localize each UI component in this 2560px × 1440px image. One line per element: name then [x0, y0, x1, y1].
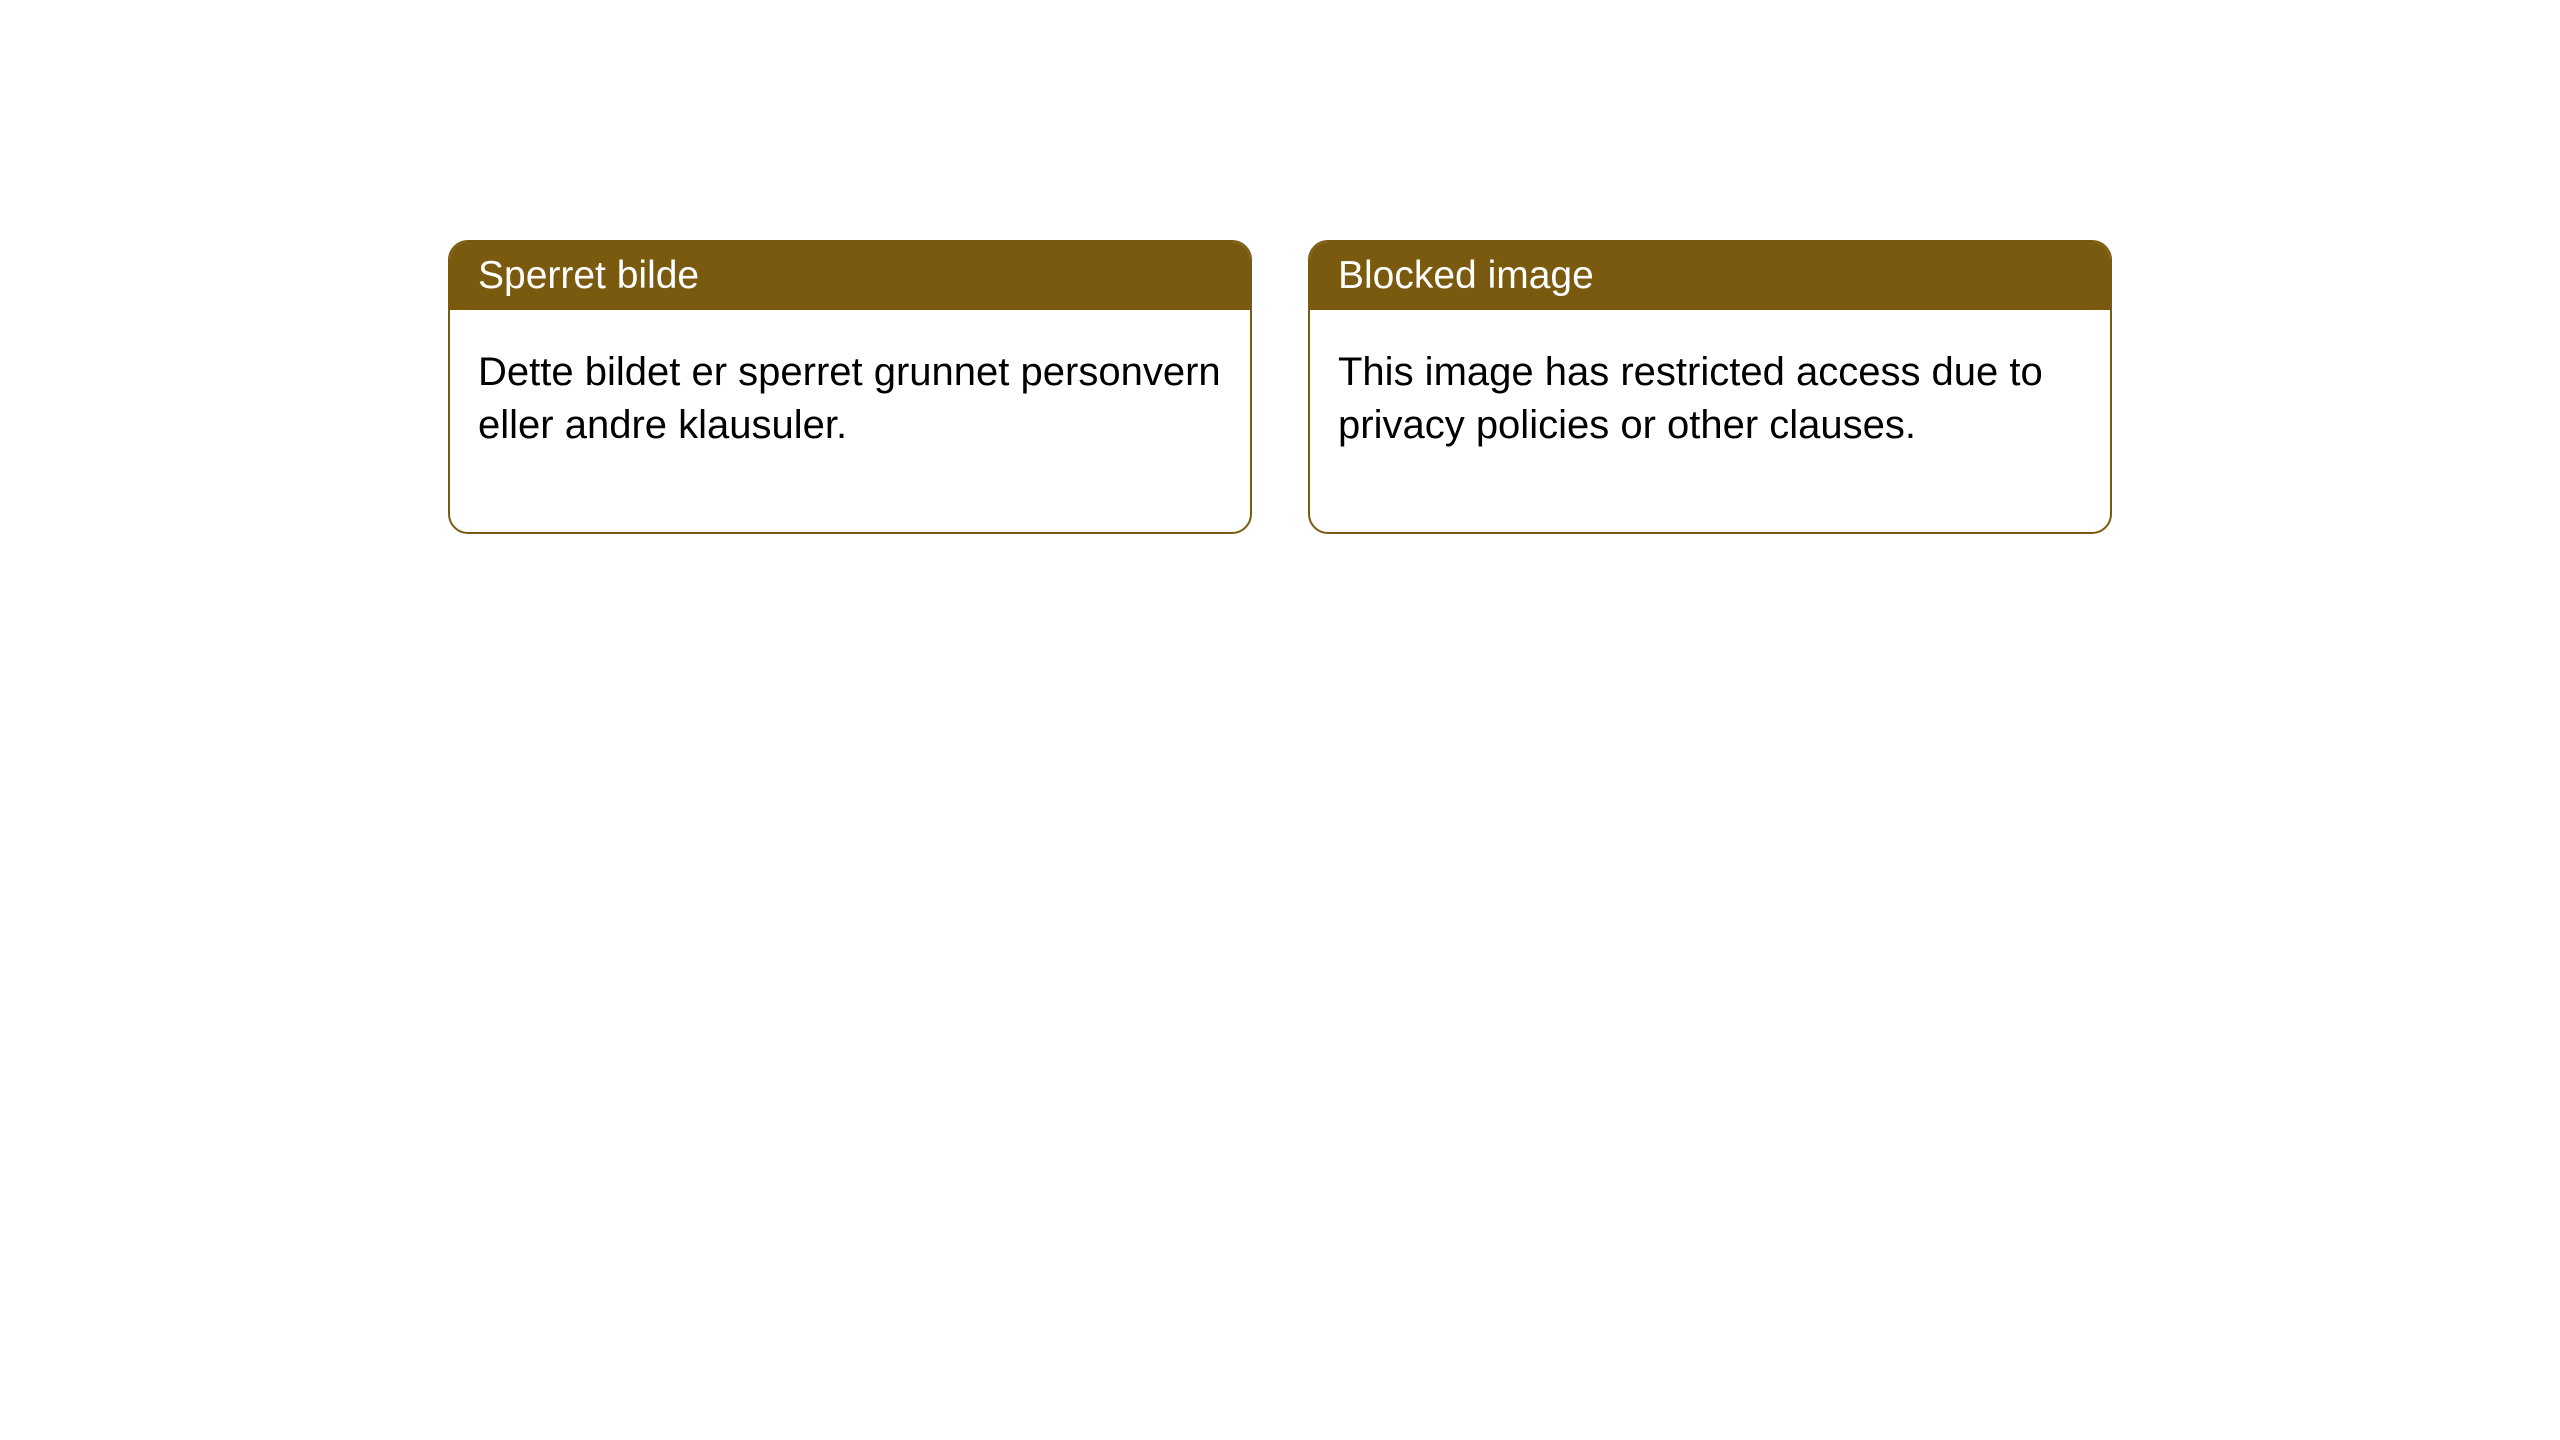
- notice-card-body: This image has restricted access due to …: [1310, 310, 2110, 532]
- notice-card-title: Sperret bilde: [450, 242, 1250, 310]
- notice-card-en: Blocked image This image has restricted …: [1308, 240, 2112, 534]
- notice-container: Sperret bilde Dette bildet er sperret gr…: [448, 240, 2112, 534]
- notice-card-no: Sperret bilde Dette bildet er sperret gr…: [448, 240, 1252, 534]
- notice-card-body: Dette bildet er sperret grunnet personve…: [450, 310, 1250, 532]
- notice-card-title: Blocked image: [1310, 242, 2110, 310]
